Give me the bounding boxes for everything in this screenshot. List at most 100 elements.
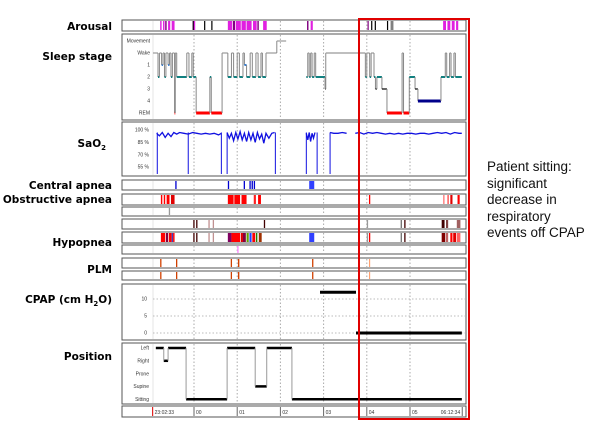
obstructive-apnea-event xyxy=(450,195,453,204)
obstructive-apnea-event xyxy=(457,195,460,204)
annotation: Patient sitting: significant decrease in… xyxy=(487,159,585,242)
panel-hyp2 xyxy=(121,244,467,255)
panel-central xyxy=(121,179,467,191)
arousal-event xyxy=(447,21,451,30)
panel-plm1 xyxy=(121,257,467,269)
arousal-event xyxy=(307,21,309,30)
arousal-event xyxy=(192,21,194,30)
time-tick-label: 06:12:34 xyxy=(441,410,461,416)
hypopnea-event xyxy=(404,233,406,242)
hypopnea-event xyxy=(446,233,449,242)
arousal-event xyxy=(390,21,394,30)
arousal-event xyxy=(171,21,175,30)
cpap-tick: 0 xyxy=(144,331,147,337)
label-arousal: Arousal xyxy=(67,21,112,33)
hypopnea-event xyxy=(242,233,246,242)
obstructive-apnea-event xyxy=(447,195,449,204)
label-central-apnea: Central apnea xyxy=(29,180,112,192)
hypopnea-event xyxy=(171,233,174,242)
hypopnea-event xyxy=(196,233,198,242)
arousal-event xyxy=(257,21,259,30)
hypopnea-event xyxy=(246,233,249,242)
sleep-stage-tick: Wake xyxy=(137,51,150,57)
sleep-stage-tick: 2 xyxy=(147,75,150,81)
hypopnea-event xyxy=(240,233,243,242)
sao2-tick: 55 % xyxy=(138,165,150,171)
panel-obs xyxy=(121,193,467,206)
obstructive-apnea-event xyxy=(227,195,234,204)
plm-event xyxy=(160,272,162,279)
central-apnea-event xyxy=(175,181,177,189)
arousal-event xyxy=(374,21,376,30)
plm-event xyxy=(176,259,178,267)
hypopnea-event xyxy=(400,220,402,228)
hypopnea-event xyxy=(212,220,215,228)
plm-event xyxy=(312,259,314,267)
arousal-event xyxy=(241,21,246,30)
hypopnea-event xyxy=(252,233,256,242)
panel-time xyxy=(121,405,467,418)
annotation-line: Patient sitting: xyxy=(487,159,572,174)
time-tick-label: 05 xyxy=(412,410,418,416)
position-tick: Sitting xyxy=(135,397,149,403)
hypopnea-event xyxy=(258,233,262,242)
position-tick: Prone xyxy=(136,371,150,377)
sleep-stage-tick: 4 xyxy=(147,99,150,105)
hypopnea-event xyxy=(168,233,172,242)
arousal-event xyxy=(204,21,206,30)
hypopnea-event xyxy=(446,220,449,228)
panel-arousal xyxy=(121,19,467,32)
panel-sao2 xyxy=(121,121,467,177)
hypopnea-event xyxy=(441,220,445,228)
panel-pos xyxy=(121,342,467,405)
obstructive-apnea-event xyxy=(168,208,171,215)
sleep-stage-tick: REM xyxy=(139,111,150,117)
plm-event xyxy=(160,259,162,267)
hypopnea-event xyxy=(366,220,369,228)
arousal-event xyxy=(371,21,373,30)
obstructive-apnea-event xyxy=(258,195,261,204)
plm-event xyxy=(176,272,178,279)
central-apnea-event xyxy=(251,181,253,189)
obstructive-apnea-event xyxy=(166,195,170,204)
label-sleep-stage: Sleep stage xyxy=(42,51,112,63)
sao2-tick: 100 % xyxy=(135,128,150,134)
annotation-line: events off CPAP xyxy=(487,225,585,240)
hypopnea-event xyxy=(165,233,169,242)
central-apnea-event xyxy=(227,181,230,189)
sao2-tick: 85 % xyxy=(138,140,150,146)
position-tick: Right xyxy=(137,359,149,365)
annotation-line: decrease in xyxy=(487,192,557,207)
central-apnea-event xyxy=(243,181,245,189)
hypopnea-event xyxy=(450,233,453,242)
central-apnea-event xyxy=(249,181,251,189)
hypopnea-event xyxy=(193,220,195,228)
obstructive-apnea-event xyxy=(234,195,241,204)
highlight-box xyxy=(358,18,470,420)
label-position: Position xyxy=(64,351,112,363)
plm-event xyxy=(368,259,371,267)
panel-plm2 xyxy=(121,270,467,281)
hypopnea-event xyxy=(227,233,232,242)
arousal-event xyxy=(232,21,236,30)
hypopnea-event xyxy=(208,220,210,228)
hypopnea-event xyxy=(160,233,166,242)
plm-event xyxy=(237,272,240,279)
central-apnea-event xyxy=(309,181,315,189)
arousal-event xyxy=(443,21,446,30)
plm-event xyxy=(237,259,240,267)
label-cpap: CPAP (cm H2O) xyxy=(25,294,112,308)
plm-event xyxy=(230,259,233,267)
arousal-event xyxy=(168,21,171,30)
hypopnea-event xyxy=(255,233,258,242)
hypopnea-event xyxy=(173,233,175,242)
arousal-event xyxy=(211,21,213,30)
panel-hyp1 xyxy=(121,218,467,230)
plm-event xyxy=(368,272,371,279)
sleep-stage-tick: Movement xyxy=(127,39,151,45)
annotation-line: respiratory xyxy=(487,208,551,224)
hypopnea-event xyxy=(456,233,461,242)
arousal-event xyxy=(451,21,455,30)
label-sao2: SaO2 xyxy=(78,138,107,152)
panel-obs2 xyxy=(121,206,467,217)
